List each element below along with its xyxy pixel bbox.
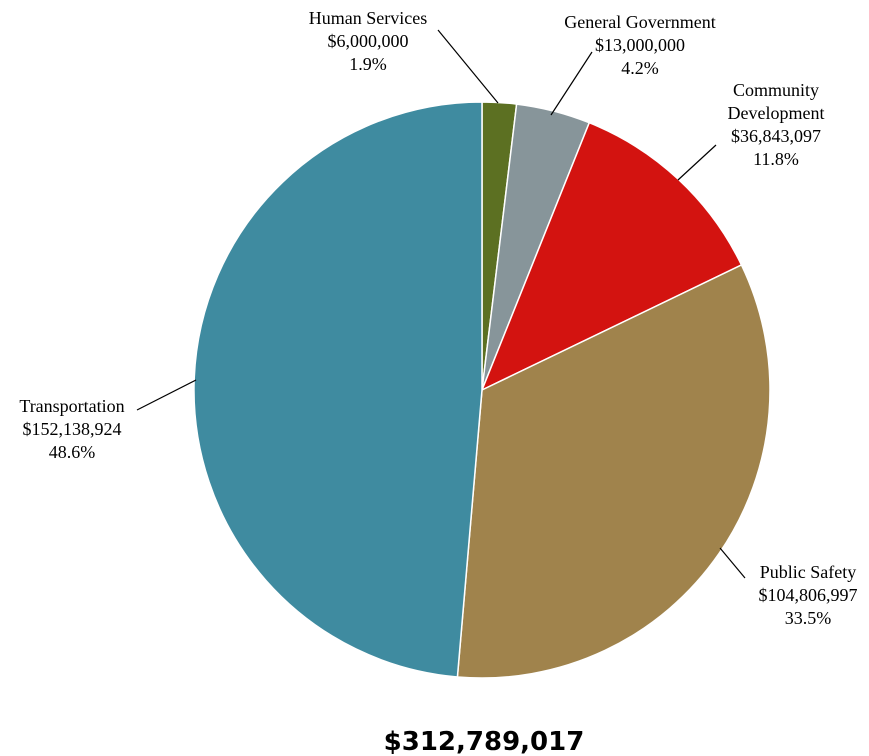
pie-slice-public-safety: [456, 263, 771, 679]
leader-line-general-government: [550, 51, 593, 116]
slice-labels: Human Services $6,000,000 1.9% General Gove…: [19, 8, 857, 628]
pie-slices: [193, 101, 771, 679]
leader-lines: [136, 29, 746, 579]
slice-label-community-development: Community Development $36,843,097 11.8%: [728, 80, 825, 169]
slice-label-human-services: Human Services $6,000,000 1.9%: [309, 8, 427, 74]
leader-line-transportation: [136, 379, 197, 411]
slice-label-transportation: Transportation $152,138,924 48.6%: [19, 396, 124, 462]
total-amount: $312,789,017: [384, 727, 585, 756]
leader-line-public-safety: [719, 547, 746, 579]
slice-label-public-safety: Public Safety $104,806,997 33.5%: [759, 562, 858, 628]
pie-slice-transportation: [193, 101, 483, 678]
slice-label-general-government: General Government $13,000,000 4.2%: [564, 12, 715, 78]
leader-line-human-services: [437, 29, 499, 104]
leader-line-community-development: [677, 144, 717, 181]
